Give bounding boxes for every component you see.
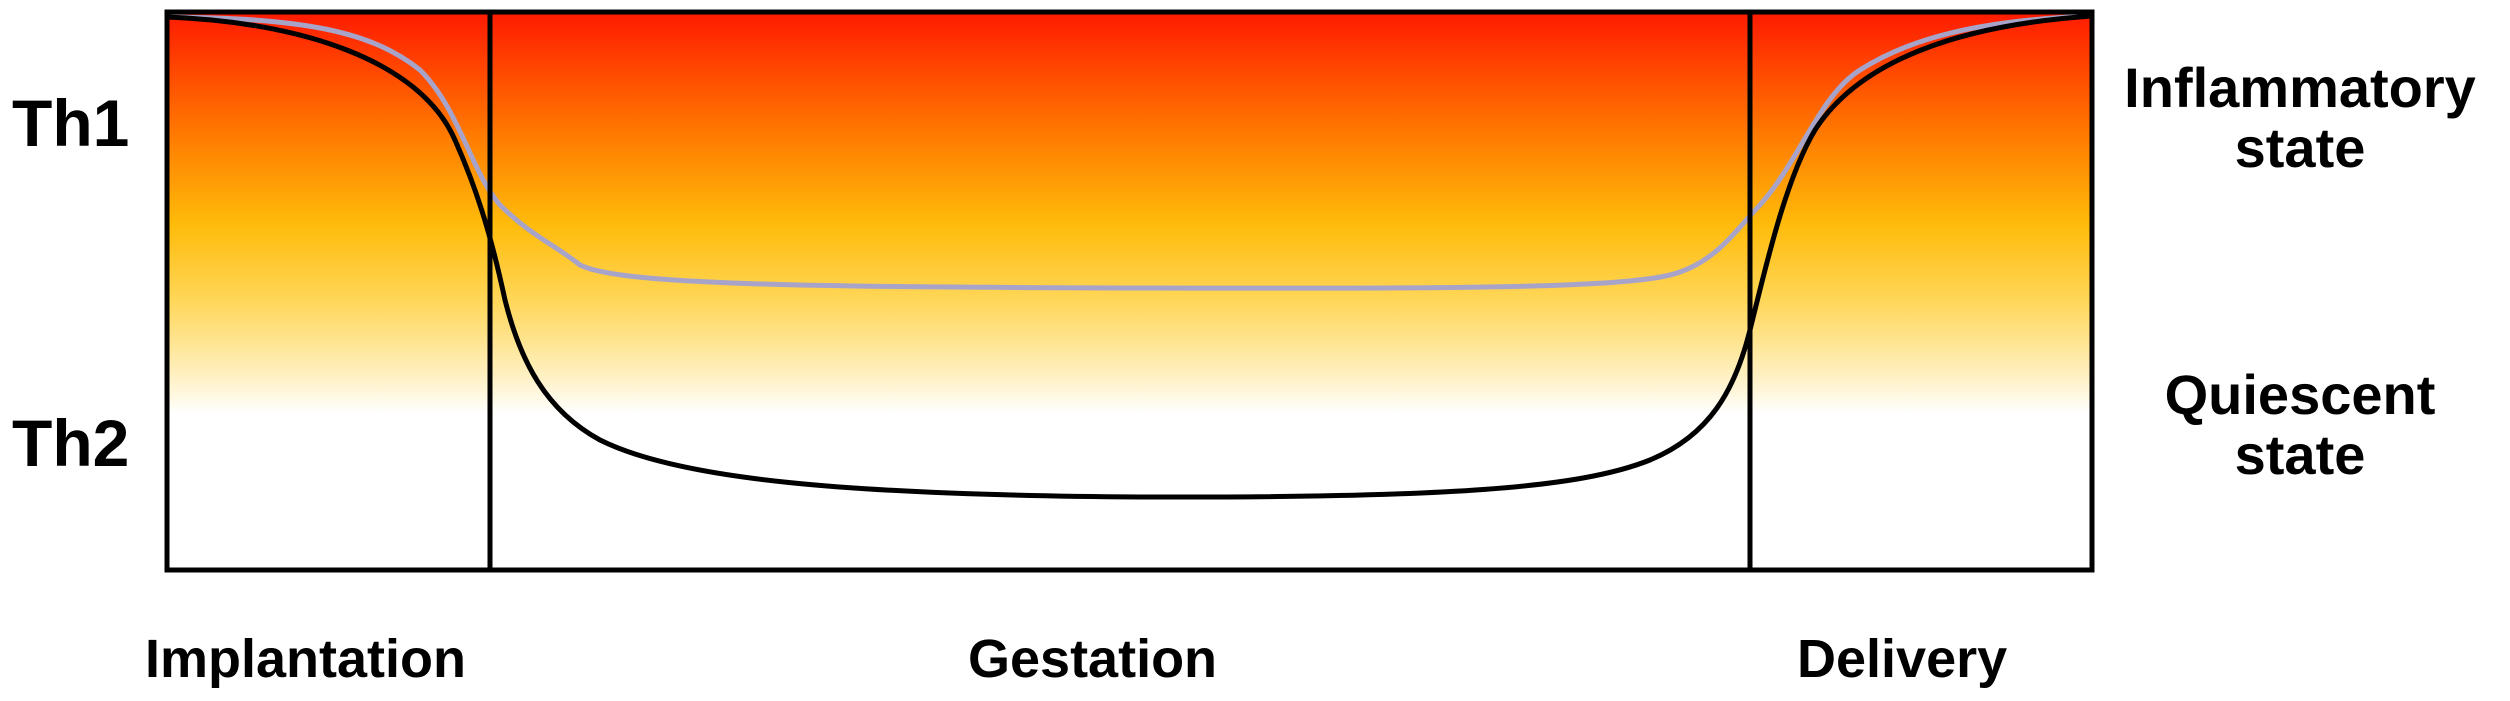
black-curve — [166, 13, 2093, 500]
inflammation-gradient-background — [167, 12, 2092, 570]
lavender-curve — [166, 13, 2093, 291]
inflammatory-state-line2: state — [2234, 116, 2366, 179]
th1-label: Th1 — [12, 86, 130, 160]
quiescent-state-line1: Quiescent — [2164, 363, 2436, 426]
delivery-label: Delivery — [1797, 629, 2008, 689]
inflammatory-state-line1: Inflammatory — [2124, 56, 2476, 119]
plot-frame — [164, 9, 2095, 573]
quiescent-state-label: Quiescent state — [2090, 365, 2510, 485]
quiescent-state-line2: state — [2234, 423, 2366, 486]
inflammatory-state-label: Inflammatory state — [2090, 58, 2510, 178]
gestation-label: Gestation — [968, 629, 1218, 689]
implantation-label: Implantation — [145, 629, 466, 689]
th2-label: Th2 — [12, 406, 130, 480]
